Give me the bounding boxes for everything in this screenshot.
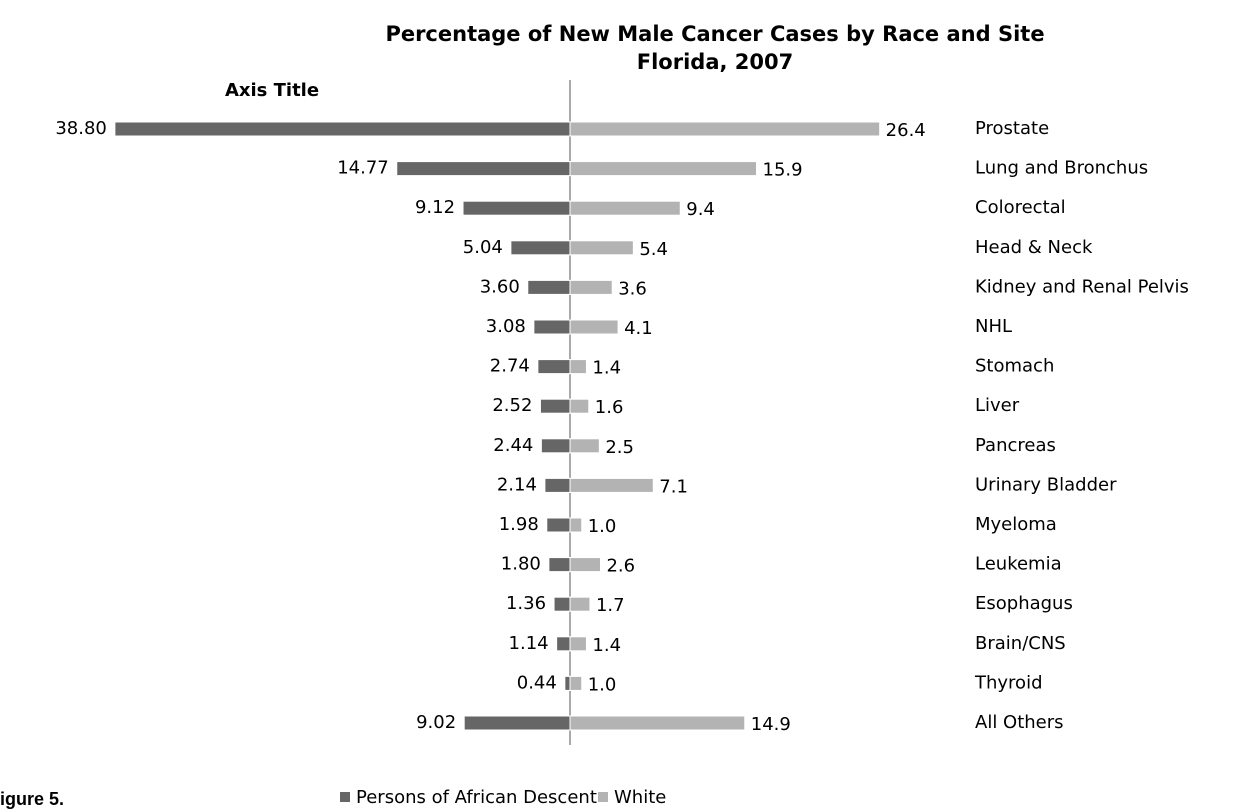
category-label: Liver xyxy=(975,395,1020,416)
value-label: 14.77 xyxy=(337,158,389,179)
category-label: Pancreas xyxy=(975,435,1056,456)
bar xyxy=(569,398,590,414)
bar xyxy=(569,319,619,335)
category-label: Myeloma xyxy=(975,514,1057,535)
category-label: Stomach xyxy=(975,356,1054,377)
bar xyxy=(569,279,613,295)
category-label: Brain/CNS xyxy=(975,633,1066,654)
bar xyxy=(564,675,571,691)
category-label: Colorectal xyxy=(975,197,1066,218)
value-label: 9.02 xyxy=(416,712,456,733)
bar xyxy=(537,359,571,375)
bar xyxy=(569,517,583,533)
bar xyxy=(114,121,571,137)
bar xyxy=(556,636,571,652)
legend-label: White xyxy=(614,787,666,808)
value-label: 2.5 xyxy=(605,437,634,458)
bar xyxy=(569,438,600,454)
bar xyxy=(463,715,571,731)
bar xyxy=(569,121,881,137)
axis-title: Axis Title xyxy=(225,80,319,101)
value-label: 1.14 xyxy=(509,633,549,654)
category-label: Prostate xyxy=(975,118,1049,139)
value-label: 3.08 xyxy=(486,316,526,337)
value-label: 1.6 xyxy=(595,397,624,418)
bar xyxy=(569,161,758,177)
chart-subtitle: Florida, 2007 xyxy=(637,50,793,74)
bar xyxy=(569,557,601,573)
figure-label: igure 5. xyxy=(0,789,64,809)
legend-label: Persons of African Descent xyxy=(356,787,597,808)
bar xyxy=(396,161,571,177)
value-label: 3.6 xyxy=(618,278,647,299)
bar xyxy=(540,438,571,454)
value-label: 2.74 xyxy=(490,356,530,377)
value-label: 1.4 xyxy=(592,358,621,379)
bar xyxy=(539,398,571,414)
category-label: NHL xyxy=(975,316,1012,337)
value-label: 1.98 xyxy=(499,514,539,535)
value-label: 2.6 xyxy=(606,556,635,577)
value-label: 1.36 xyxy=(506,593,546,614)
category-label: Leukemia xyxy=(975,554,1062,575)
category-label: Urinary Bladder xyxy=(975,474,1117,495)
bar xyxy=(546,517,571,533)
bar xyxy=(569,636,587,652)
value-label: 15.9 xyxy=(763,160,803,181)
bar xyxy=(544,477,571,493)
bar xyxy=(569,200,681,216)
value-label: 1.0 xyxy=(588,674,617,695)
bar xyxy=(569,596,591,612)
category-label: Lung and Bronchus xyxy=(975,158,1148,179)
value-label: 0.44 xyxy=(517,672,557,693)
value-label: 5.04 xyxy=(463,237,503,258)
bar xyxy=(553,596,571,612)
legend-swatch xyxy=(598,792,608,802)
category-label: Thyroid xyxy=(974,672,1043,693)
bar xyxy=(510,240,571,256)
value-label: 1.80 xyxy=(501,554,541,575)
value-label: 26.4 xyxy=(886,120,926,141)
value-label: 14.9 xyxy=(751,714,791,735)
bar xyxy=(569,240,634,256)
bar xyxy=(569,359,587,375)
value-label: 9.12 xyxy=(415,197,455,218)
category-label: Kidney and Renal Pelvis xyxy=(975,276,1189,297)
value-label: 1.0 xyxy=(588,516,617,537)
value-label: 1.7 xyxy=(596,595,625,616)
value-label: 2.14 xyxy=(497,474,537,495)
bar xyxy=(533,319,571,335)
category-label: All Others xyxy=(975,712,1064,733)
bar xyxy=(569,675,583,691)
value-label: 1.4 xyxy=(592,635,621,656)
value-label: 38.80 xyxy=(55,118,107,139)
chart-title: Percentage of New Male Cancer Cases by R… xyxy=(385,22,1044,46)
legend-swatch xyxy=(340,792,350,802)
value-label: 3.60 xyxy=(480,276,520,297)
bar xyxy=(527,279,571,295)
value-label: 9.4 xyxy=(686,199,715,220)
value-label: 4.1 xyxy=(624,318,653,339)
category-label: Head & Neck xyxy=(975,237,1093,258)
value-label: 2.44 xyxy=(493,435,533,456)
bar xyxy=(569,715,746,731)
category-label: Esophagus xyxy=(975,593,1073,614)
value-label: 7.1 xyxy=(659,476,688,497)
bar xyxy=(462,200,571,216)
bar xyxy=(548,557,571,573)
value-label: 2.52 xyxy=(492,395,532,416)
bar xyxy=(569,477,654,493)
value-label: 5.4 xyxy=(639,239,668,260)
